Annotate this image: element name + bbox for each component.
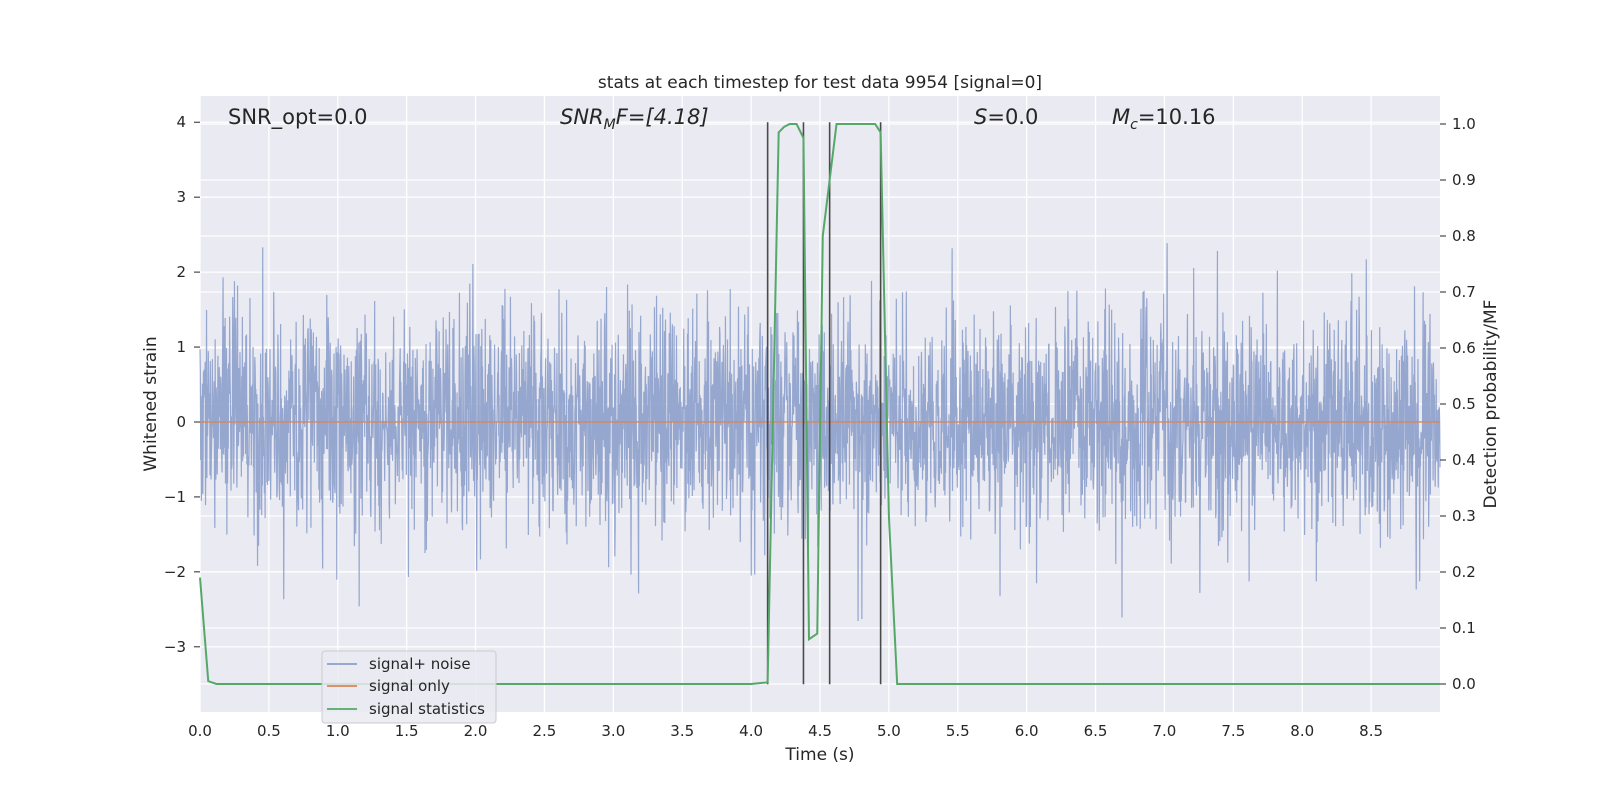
x-tick-label: 8.5 — [1359, 722, 1383, 740]
y-left-tick-label: 3 — [176, 188, 186, 206]
annotation-snr-opt: SNR_opt=0.0 — [228, 105, 368, 130]
x-tick-label: 8.0 — [1290, 722, 1314, 740]
y-axis-right-label: Detection probability/MF — [1481, 300, 1501, 509]
y-axis-right-ticks: 1.0 0.9 0.8 0.7 0.6 0.5 0.4 0.3 0.2 0.1 0.0 — [1440, 115, 1476, 693]
y-right-tick-label: 0.1 — [1452, 619, 1476, 637]
x-tick-label: 1.0 — [326, 722, 350, 740]
y-left-tick-label: −1 — [164, 488, 186, 506]
x-axis-ticks: 0.0 0.5 1.0 1.5 2.0 2.5 3.0 3.5 4.0 4.5 5.0 5.5 6.0 6… — [188, 722, 1383, 740]
annotation-s: S=0.0 — [974, 105, 1038, 129]
x-tick-label: 2.5 — [533, 722, 557, 740]
annotation-snr-mf-sub: M — [604, 117, 616, 133]
legend-label-signal-noise: signal+ noise — [369, 655, 471, 673]
annotation-s-value: =0.0 — [987, 105, 1038, 129]
y-right-tick-label: 0.9 — [1452, 171, 1476, 189]
y-left-tick-label: 1 — [176, 338, 186, 356]
annotation-mc-value: =10.16 — [1138, 105, 1216, 129]
y-right-tick-label: 0.3 — [1452, 507, 1476, 525]
y-left-tick-label: −3 — [164, 638, 186, 656]
y-right-tick-label: 0.4 — [1452, 451, 1476, 469]
annotation-snr-mf-main: SNR — [560, 105, 604, 129]
y-left-tick-label: −2 — [164, 563, 186, 581]
x-tick-label: 0.0 — [188, 722, 212, 740]
x-tick-label: 0.5 — [257, 722, 281, 740]
signal-statistics-series — [199, 123, 1440, 685]
y-right-tick-label: 0.2 — [1452, 563, 1476, 581]
x-tick-label: 4.0 — [739, 722, 763, 740]
x-tick-label: 6.5 — [1084, 722, 1108, 740]
x-axis-label: Time (s) — [784, 745, 854, 765]
y-left-tick-label: 0 — [176, 413, 186, 431]
signal-statistics-line — [199, 123, 1440, 685]
y-axis-left-label: Whitened strain — [141, 336, 161, 471]
x-tick-label: 2.0 — [464, 722, 488, 740]
y-right-tick-label: 0.7 — [1452, 283, 1476, 301]
x-tick-label: 4.5 — [808, 722, 832, 740]
y-right-tick-label: 1.0 — [1452, 115, 1476, 133]
annotation-mc: Mc=10.16 — [1112, 105, 1216, 133]
annotation-snr-mf: SNRMF=[4.18] — [560, 105, 709, 133]
x-tick-label: 3.5 — [670, 722, 694, 740]
annotation-mc-sub: c — [1130, 117, 1138, 133]
x-tick-label: 6.0 — [1015, 722, 1039, 740]
legend-box — [321, 650, 497, 724]
chart-title: stats at each timestep for test data 995… — [598, 73, 1042, 93]
y-right-tick-label: 0.8 — [1452, 227, 1476, 245]
legend-label-signal-statistics: signal statistics — [369, 700, 485, 718]
y-left-tick-label: 4 — [176, 113, 186, 131]
x-tick-label: 5.0 — [877, 722, 901, 740]
x-tick-label: 7.5 — [1221, 722, 1245, 740]
x-tick-label: 7.0 — [1153, 722, 1177, 740]
x-tick-label: 3.0 — [601, 722, 625, 740]
y-right-tick-label: 0.5 — [1452, 395, 1476, 413]
y-left-tick-label: 2 — [176, 263, 186, 281]
x-tick-label: 5.5 — [946, 722, 970, 740]
y-right-tick-label: 0.0 — [1452, 675, 1476, 693]
legend-label-signal-only: signal only — [369, 677, 450, 695]
y-right-tick-label: 0.6 — [1452, 339, 1476, 357]
y-axis-left-ticks: 4 3 2 1 0 −1 −2 −3 — [164, 113, 200, 656]
x-tick-label: 1.5 — [395, 722, 419, 740]
annotation-mc-var: M — [1112, 105, 1130, 129]
legend: signal+ noise signal only signal statist… — [321, 650, 497, 724]
annotation-s-var: S — [974, 105, 987, 129]
annotation-snr-mf-rest: F=[4.18] — [616, 105, 709, 129]
